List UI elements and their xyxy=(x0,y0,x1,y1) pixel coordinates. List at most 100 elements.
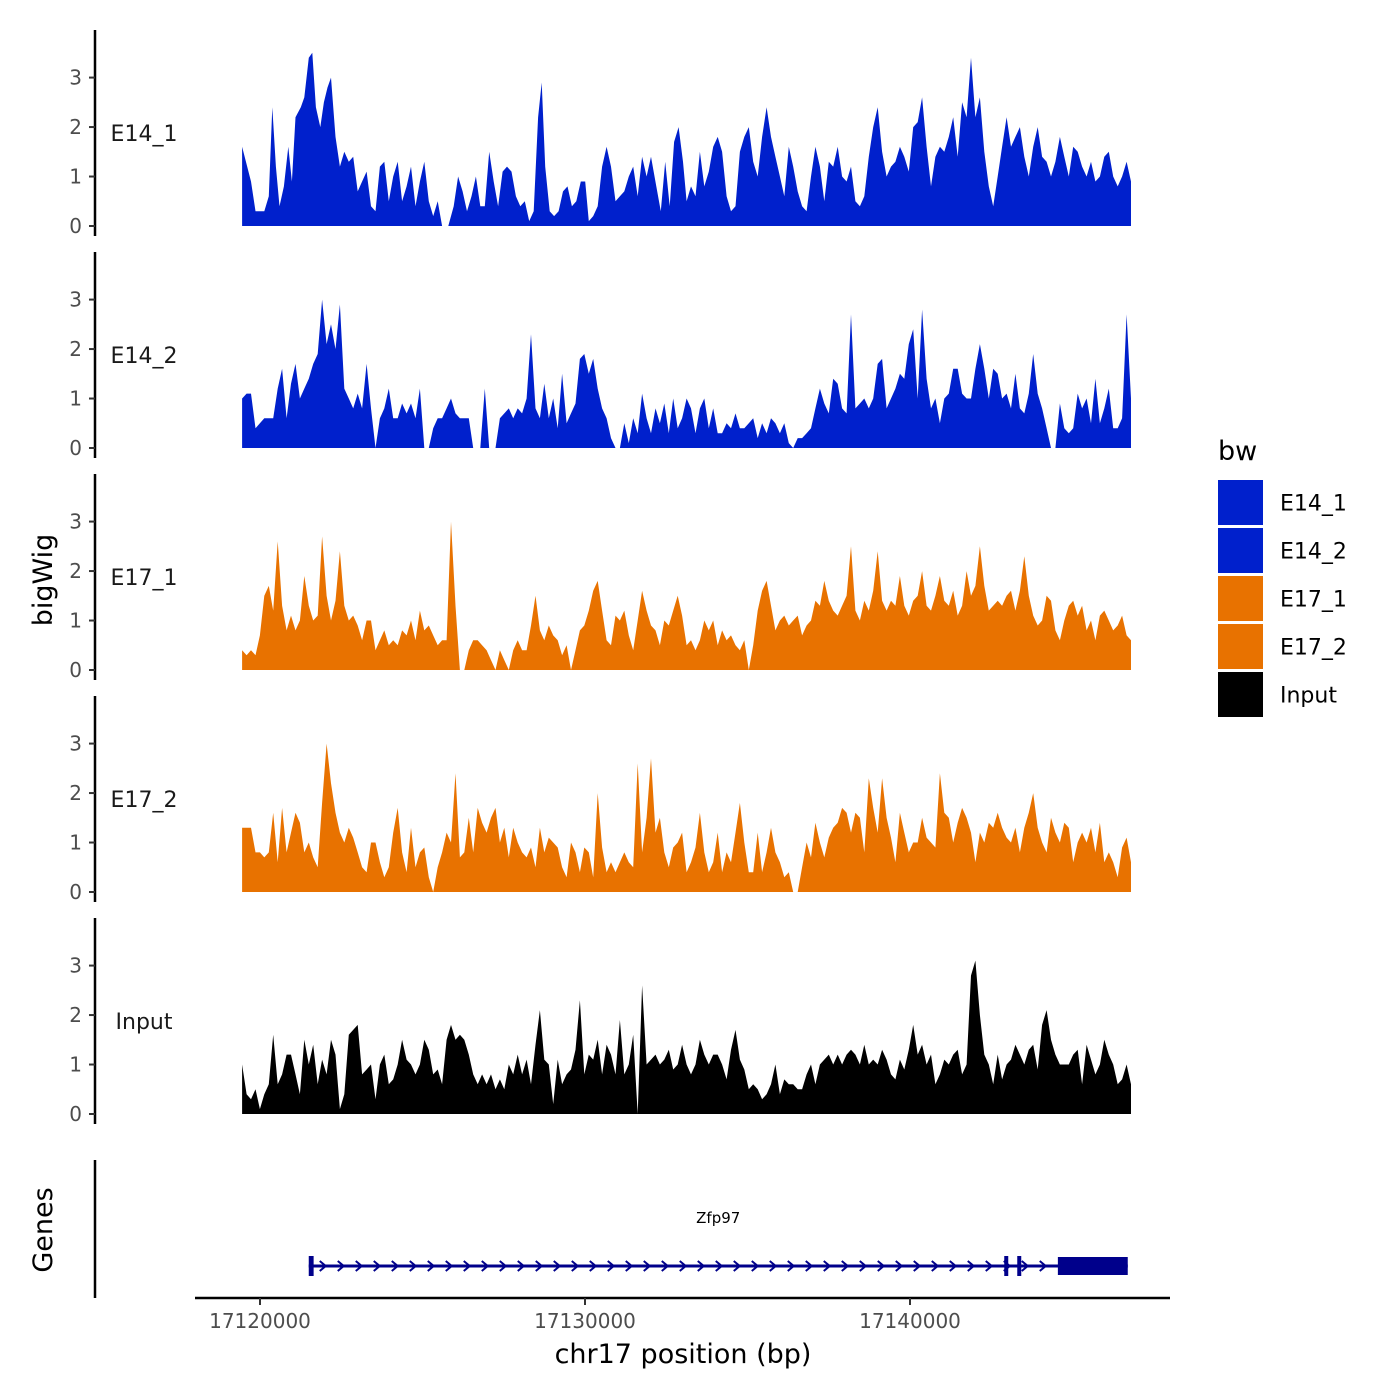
strand-arrow-icon xyxy=(787,1260,796,1272)
legend: bw E14_1 E14_2 E17_1 E17_2 Input xyxy=(1218,436,1347,717)
y-tick-label: 1 xyxy=(69,387,82,411)
legend-label-E17_1: E17_1 xyxy=(1280,588,1347,613)
x-tick-label: 17120000 xyxy=(209,1309,311,1333)
strand-arrow-icon xyxy=(337,1260,346,1272)
strand-arrow-icon xyxy=(877,1260,886,1272)
strand-arrow-icon xyxy=(715,1260,724,1272)
legend-key-E14_2 xyxy=(1218,528,1263,573)
x-axis: 17120000 17130000 17140000 xyxy=(195,1296,1170,1333)
strand-arrow-icon xyxy=(841,1260,850,1272)
coverage-area-E14_1 xyxy=(242,52,1132,226)
track-label-E17_2: E17_2 xyxy=(111,788,178,813)
legend-label-E14_1: E14_1 xyxy=(1280,492,1347,517)
strand-arrow-icon xyxy=(679,1260,688,1272)
strand-arrow-icon xyxy=(571,1260,580,1272)
strand-arrow-icon xyxy=(661,1260,670,1272)
strand-arrow-icon xyxy=(481,1260,490,1272)
gene-exon xyxy=(1004,1256,1009,1276)
y-tick-label: 2 xyxy=(69,337,82,361)
strand-arrow-icon xyxy=(499,1260,508,1272)
gene-exon xyxy=(1017,1256,1022,1276)
strand-arrow-icon xyxy=(373,1260,382,1272)
track-E14_2: 0 1 2 3 E14_2 xyxy=(69,252,1132,460)
strand-arrow-icon xyxy=(463,1260,472,1272)
y-axis-title: bigWig xyxy=(28,534,59,627)
strand-arrow-icon xyxy=(823,1260,832,1272)
track-label-E17_1: E17_1 xyxy=(111,566,178,591)
x-tick-label: 17130000 xyxy=(534,1309,636,1333)
strand-arrow-icon xyxy=(607,1260,616,1272)
track-label-E14_2: E14_2 xyxy=(111,344,178,369)
strand-arrow-icon xyxy=(1021,1260,1030,1272)
strand-arrow-icon xyxy=(319,1260,328,1272)
legend-key-Input xyxy=(1218,672,1263,717)
strand-arrow-icon xyxy=(517,1260,526,1272)
gene-exon xyxy=(308,1256,314,1276)
y-tick-label: 0 xyxy=(69,1102,82,1126)
y-tick-label: 0 xyxy=(69,214,82,238)
legend-key-E14_1 xyxy=(1218,480,1263,525)
track-label-E14_1: E14_1 xyxy=(111,122,178,147)
coverage-area-Input xyxy=(242,960,1132,1114)
coverage-area-E14_2 xyxy=(242,299,1132,448)
genes-axis-title: Genes xyxy=(28,1187,59,1272)
strand-arrow-icon xyxy=(625,1260,634,1272)
strand-arrow-icon xyxy=(535,1260,544,1272)
strand-arrow-icon xyxy=(589,1260,598,1272)
strand-arrow-icon xyxy=(697,1260,706,1272)
y-tick-label: 2 xyxy=(69,115,82,139)
coverage-area-E17_1 xyxy=(242,521,1132,670)
x-axis-title: chr17 position (bp) xyxy=(555,1339,812,1370)
strand-arrow-icon xyxy=(967,1260,976,1272)
strand-arrow-icon xyxy=(913,1260,922,1272)
legend-key-E17_1 xyxy=(1218,576,1263,621)
y-tick-label: 0 xyxy=(69,658,82,682)
y-tick-label: 3 xyxy=(69,732,82,756)
track-Input: 0 1 2 3 Input xyxy=(69,918,1132,1126)
gene-label: Zfp97 xyxy=(696,1209,740,1227)
y-tick-label: 0 xyxy=(69,880,82,904)
y-tick-label: 2 xyxy=(69,559,82,583)
x-tick-label: 17140000 xyxy=(859,1309,961,1333)
y-tick-label: 0 xyxy=(69,436,82,460)
strand-arrow-icon xyxy=(733,1260,742,1272)
y-tick-label: 1 xyxy=(69,609,82,633)
strand-arrow-icon xyxy=(805,1260,814,1272)
track-panels: 0 1 2 3 E14_1 0 1 2 3 E14_2 0 1 2 3 E17_1 0 1 2 3 E17_2 0 1 2 3… xyxy=(69,30,1132,1126)
strand-arrow-icon xyxy=(409,1260,418,1272)
strand-arrow-icon xyxy=(553,1260,562,1272)
y-tick-label: 3 xyxy=(69,510,82,534)
strand-arrow-icon xyxy=(985,1260,994,1272)
strand-arrow-icon xyxy=(949,1260,958,1272)
y-tick-label: 1 xyxy=(69,165,82,189)
strand-arrow-icon xyxy=(427,1260,436,1272)
strand-arrow-icon xyxy=(1039,1260,1048,1272)
y-tick-label: 3 xyxy=(69,288,82,312)
coverage-area-E17_2 xyxy=(242,743,1132,892)
legend-label-E17_2: E17_2 xyxy=(1280,636,1347,661)
y-tick-label: 3 xyxy=(69,66,82,90)
gene-exon xyxy=(1057,1257,1128,1275)
strand-arrow-icon xyxy=(751,1260,760,1272)
track-E17_1: 0 1 2 3 E17_1 xyxy=(69,474,1132,682)
strand-arrow-icon xyxy=(931,1260,940,1272)
track-label-Input: Input xyxy=(116,1010,173,1035)
strand-arrow-icon xyxy=(391,1260,400,1272)
track-E14_1: 0 1 2 3 E14_1 xyxy=(69,30,1132,238)
strand-arrow-icon xyxy=(895,1260,904,1272)
y-tick-label: 1 xyxy=(69,1053,82,1077)
legend-label-E14_2: E14_2 xyxy=(1280,540,1347,565)
strand-arrow-icon xyxy=(769,1260,778,1272)
y-tick-label: 3 xyxy=(69,954,82,978)
genes-panel: Zfp97 xyxy=(93,1160,1128,1298)
strand-arrow-icon xyxy=(643,1260,652,1272)
track-E17_2: 0 1 2 3 E17_2 xyxy=(69,696,1132,904)
y-tick-label: 2 xyxy=(69,1003,82,1027)
y-tick-label: 1 xyxy=(69,831,82,855)
strand-arrow-icon xyxy=(859,1260,868,1272)
strand-arrow-icon xyxy=(445,1260,454,1272)
strand-arrow-icon xyxy=(355,1260,364,1272)
legend-title: bw xyxy=(1218,436,1257,467)
y-tick-label: 2 xyxy=(69,781,82,805)
